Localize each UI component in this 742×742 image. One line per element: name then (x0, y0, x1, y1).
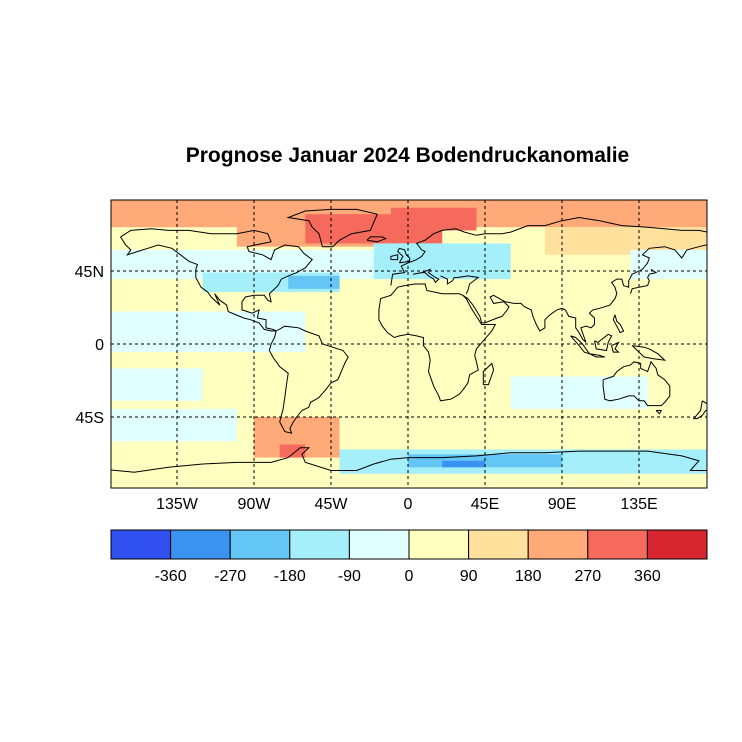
lon-tick-label: 90E (548, 496, 576, 513)
coastline-1 (268, 325, 349, 434)
coastline-15 (482, 362, 495, 386)
colorbar-label: 90 (460, 568, 478, 585)
colorbar-label: 180 (515, 568, 542, 585)
coastline-4 (390, 216, 707, 286)
latitude-ticks: 45N 0 45S (75, 264, 104, 427)
coastline-20 (631, 345, 667, 361)
longitude-ticks: 135W 90W 45W 0 45E 90E 135E (156, 496, 658, 513)
colorbar-swatch (408, 529, 470, 560)
coastline-8 (397, 247, 411, 264)
lat-tick-label: 45N (75, 264, 104, 281)
coastline-6 (440, 275, 480, 294)
lon-tick-label: 135W (156, 496, 199, 513)
coastline-11 (629, 268, 658, 294)
coastline-18 (594, 333, 613, 352)
colorbar-label: 0 (405, 568, 414, 585)
graticule (111, 200, 707, 488)
lon-tick-label: 135E (620, 496, 657, 513)
anomaly-cell-16 (279, 444, 306, 458)
lon-tick-label: 45E (471, 496, 499, 513)
lon-tick-label: 45W (315, 496, 349, 513)
anomaly-cell-4 (390, 207, 477, 231)
coastline-22 (111, 447, 707, 473)
colorbar-swatch (229, 529, 291, 560)
anomaly-cell-13 (510, 376, 648, 409)
lon-tick-label: 0 (404, 496, 413, 513)
anomaly-cell-8 (288, 275, 340, 289)
coastline-13 (655, 410, 663, 415)
colorbar-swatch (348, 529, 410, 560)
coastline-19 (611, 341, 620, 353)
coastline-12 (602, 360, 671, 407)
coastline-0 (120, 228, 313, 332)
coastline-14 (692, 400, 707, 420)
colorbar-swatch (468, 529, 529, 560)
colorbar: -360 -270 -180 -90 0 90 180 270 360 (110, 529, 708, 585)
coastlines (111, 208, 707, 473)
colorbar-label: 270 (574, 568, 601, 585)
coastline-21 (612, 314, 625, 334)
coastline-2 (286, 208, 378, 248)
coastline-9 (390, 254, 399, 261)
anomaly-cell-11 (111, 311, 306, 353)
colorbar-label: -270 (214, 568, 246, 585)
map-title: Prognose Januar 2024 Bodendruckanomalie (185, 144, 630, 167)
colorbar-swatch (527, 529, 589, 560)
colorbar-label: 360 (634, 568, 661, 585)
anomaly-cell-12 (111, 368, 203, 401)
anomaly-cell-14 (111, 408, 237, 442)
coastline-5 (413, 268, 440, 284)
lat-tick-label: 0 (95, 337, 104, 354)
coastline-7 (462, 244, 707, 343)
plot-frame (110, 199, 708, 489)
anomaly-cell-20 (613, 454, 699, 468)
coastline-3 (378, 283, 497, 402)
colorbar-label: -180 (274, 568, 306, 585)
colorbar-label: -90 (338, 568, 361, 585)
colorbar-swatch (289, 529, 350, 560)
lon-tick-label: 90W (238, 496, 272, 513)
colorbar-swatch (110, 529, 172, 560)
anomaly-cell-19 (442, 460, 485, 468)
colorbar-swatch (587, 529, 648, 560)
colorbar-swatch (646, 529, 708, 560)
coastline-17 (589, 353, 605, 358)
colorbar-label: -360 (155, 568, 187, 585)
coastline-10 (366, 236, 388, 243)
colorbar-swatch (170, 529, 231, 560)
anomaly-cell-9 (373, 243, 511, 280)
lat-tick-label: 45S (76, 410, 104, 427)
